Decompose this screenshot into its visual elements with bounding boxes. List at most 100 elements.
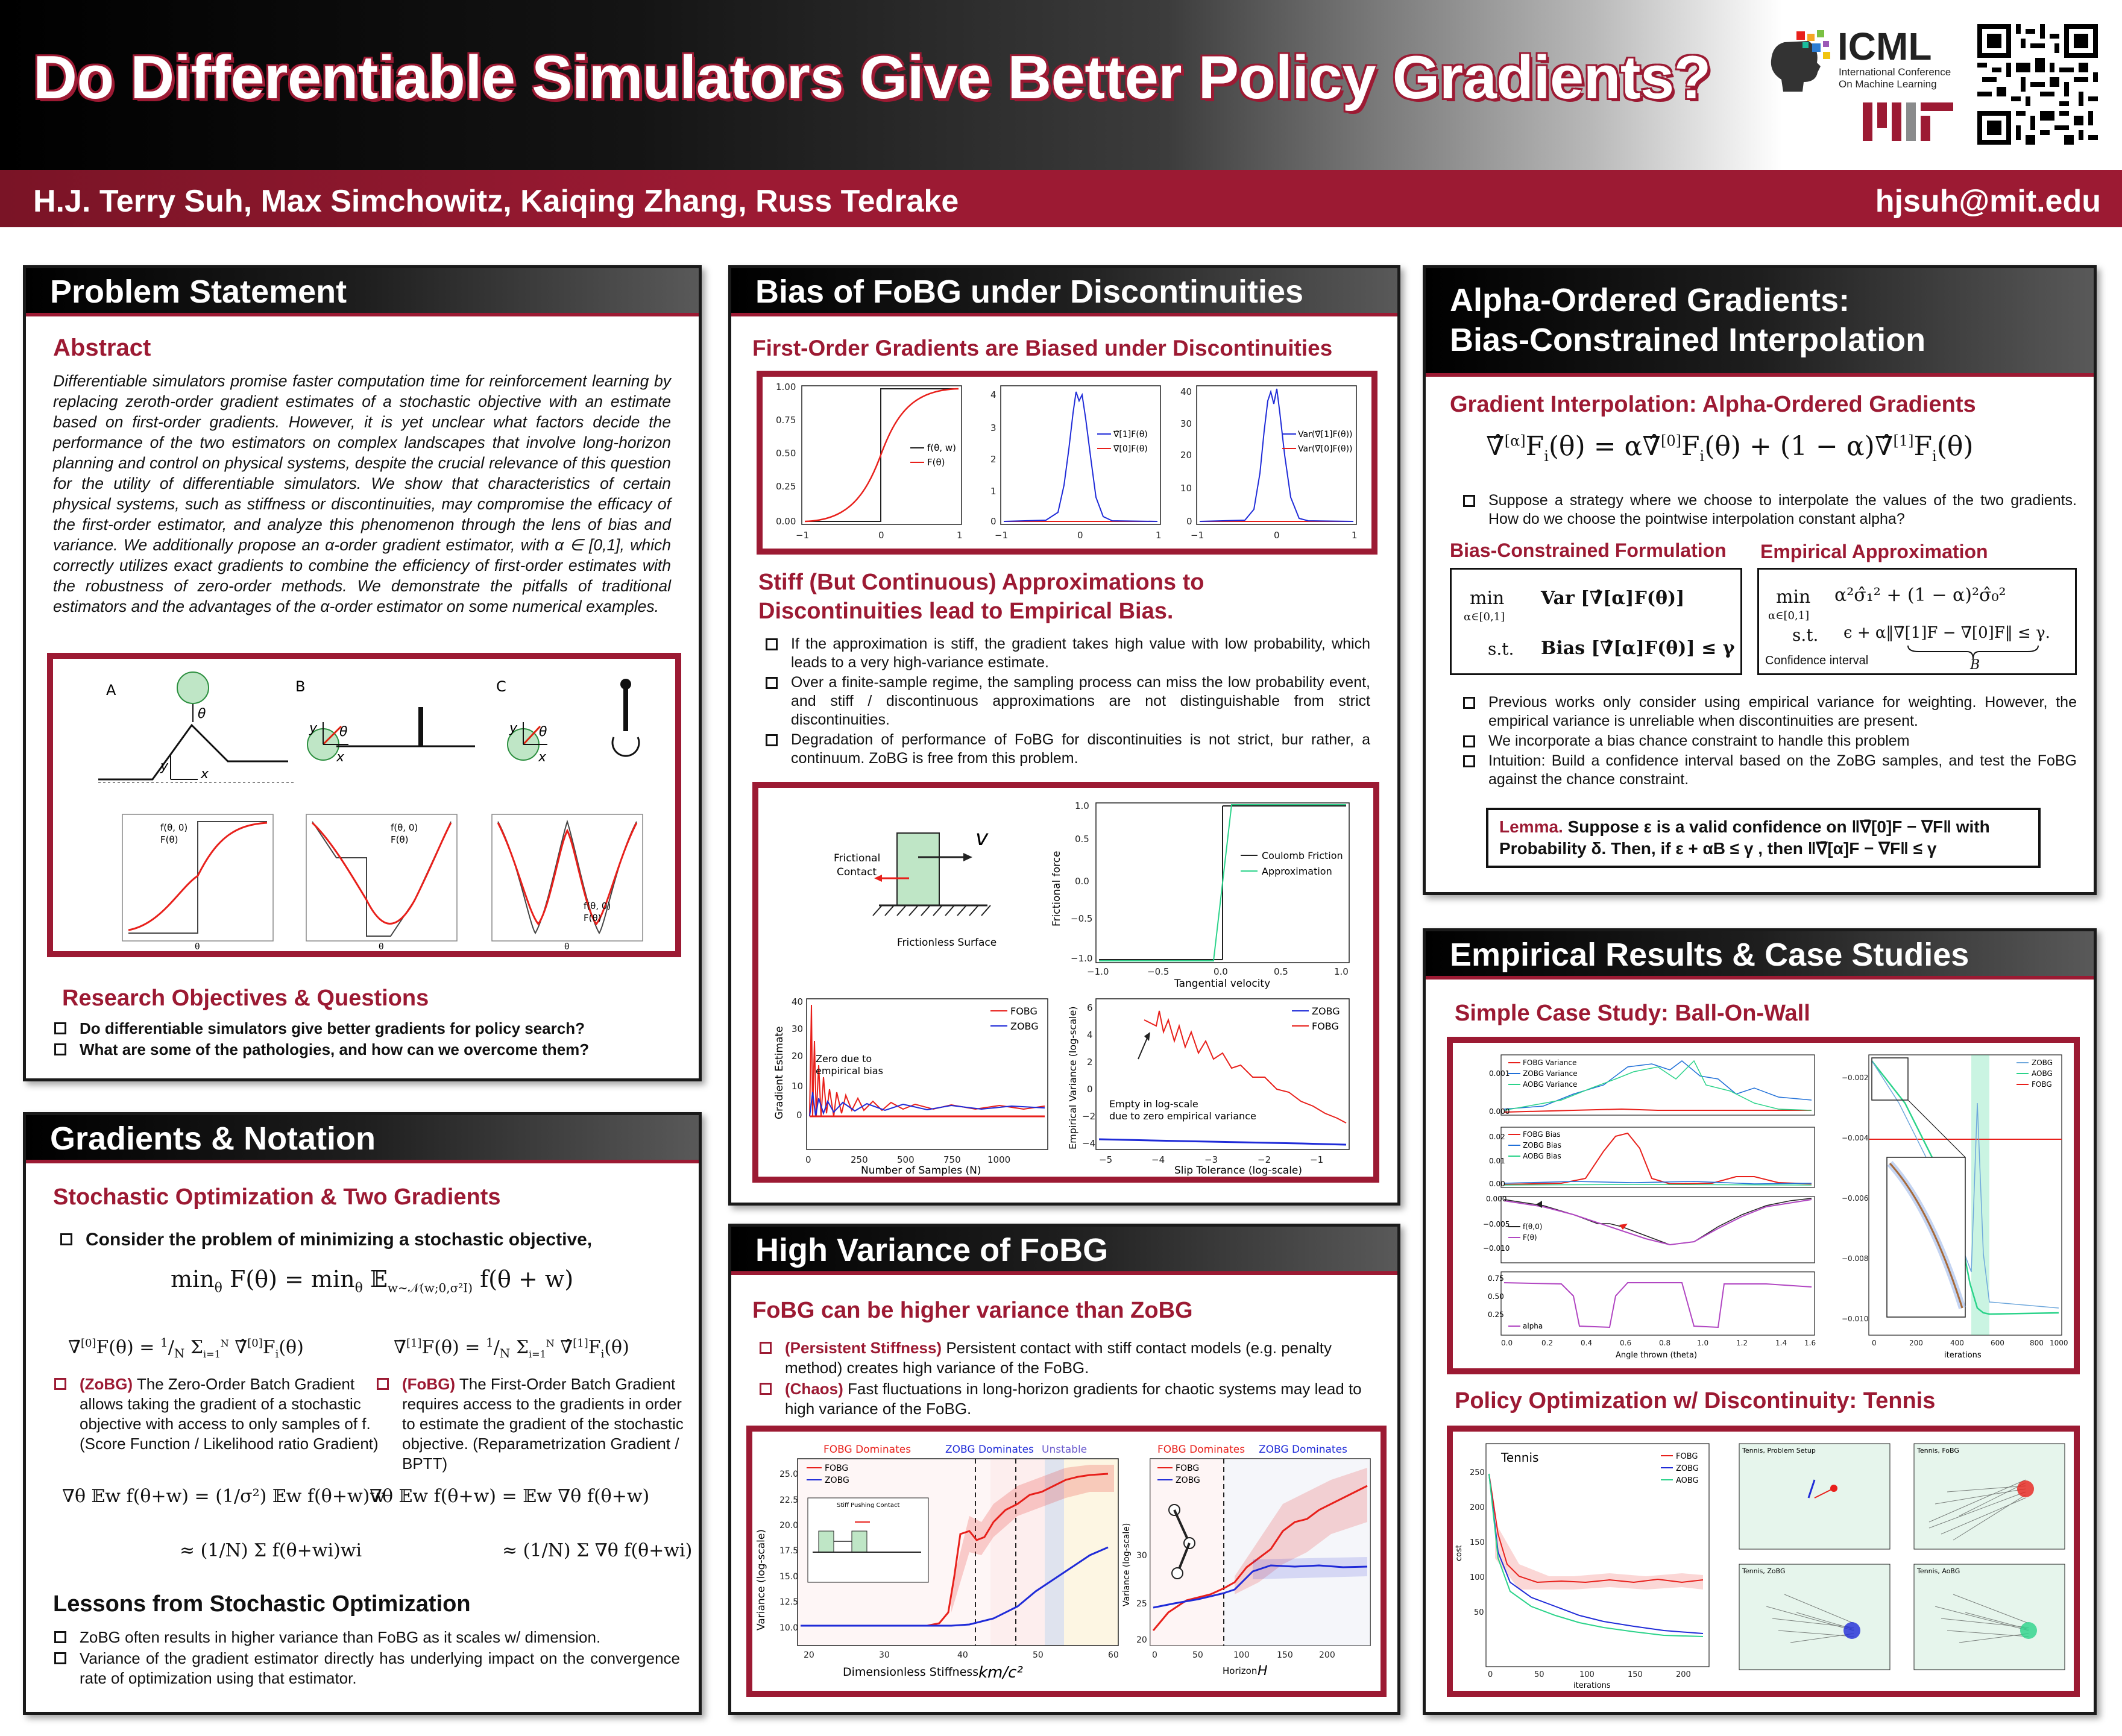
checkbox-icon bbox=[766, 734, 778, 746]
friction-label-2: Contact bbox=[837, 866, 877, 878]
fig-label-a: A bbox=[106, 682, 116, 699]
f2-obj: α²σ̂₁² + (1 − α)²σ̂₀² bbox=[1834, 585, 2006, 606]
tick: 50 bbox=[1534, 1670, 1544, 1679]
checkbox-icon bbox=[760, 1383, 772, 1395]
tick: 0 bbox=[878, 530, 884, 541]
ylabel-variance-2: Variance (log-scale) bbox=[1122, 1523, 1132, 1606]
legend-var-aobg: AOBG Variance bbox=[1523, 1080, 1577, 1089]
tick: 100 bbox=[1233, 1650, 1250, 1660]
ball-wall-heading: Simple Case Study: Ball-On-Wall bbox=[1455, 1001, 1810, 1026]
panel-problem-statement: Problem Statement Abstract Differentiabl… bbox=[23, 265, 702, 1081]
unstable-label: Unstable bbox=[1042, 1444, 1087, 1456]
variance-figure: FOBG Dominates ZOBG Dominates Unstable 2… bbox=[746, 1426, 1387, 1697]
variance-bullet: (Persistent Stiffness) Persistent contac… bbox=[758, 1338, 1379, 1378]
abstract-heading: Abstract bbox=[53, 335, 151, 361]
tick: 3 bbox=[990, 423, 996, 433]
qr-code-icon[interactable] bbox=[1977, 24, 2098, 145]
legend-zobg-2: ZOBG bbox=[1312, 1005, 1340, 1017]
checkbox-icon bbox=[54, 1022, 66, 1034]
checkbox-icon bbox=[60, 1233, 72, 1245]
tick: 0.8 bbox=[1659, 1339, 1670, 1347]
header-banner: Do Differentiable Simulators Give Better… bbox=[0, 0, 2122, 170]
alpha-bullets: Previous works only consider using empir… bbox=[1462, 693, 2077, 790]
panel-title: High Variance of FoBG bbox=[731, 1227, 1397, 1275]
tick: 1 bbox=[1156, 530, 1162, 541]
checkbox-icon bbox=[766, 638, 778, 650]
tick: −1 bbox=[796, 530, 809, 541]
legend-F: F(θ) bbox=[1523, 1233, 1537, 1242]
frictionless-label: Frictionless Surface bbox=[897, 937, 996, 949]
email[interactable]: hjsuh@mit.edu bbox=[1875, 184, 2101, 219]
tick: −2 bbox=[1258, 1154, 1271, 1165]
tick: 0.000 bbox=[1486, 1195, 1506, 1203]
xlabel-velocity: Tangential velocity bbox=[1174, 978, 1270, 990]
tick: 30 bbox=[879, 1650, 890, 1660]
tick: 60 bbox=[1108, 1650, 1119, 1660]
lessons-heading: Lessons from Stochastic Optimization bbox=[53, 1591, 471, 1617]
legend-f-c: f(θ, 0) bbox=[584, 901, 611, 911]
panel-title: Alpha-Ordered Gradients: Bias-Constraine… bbox=[1426, 268, 2094, 377]
eq-zobg: ∇̄[0]F(θ) = 1/N Σi=1N ∇̂[0]Fi(θ) bbox=[68, 1335, 304, 1360]
objective-item: Do differentiable simulators give better… bbox=[53, 1019, 680, 1039]
legend-F-a: F(θ) bbox=[160, 834, 178, 845]
tick: 2 bbox=[990, 454, 996, 465]
tick: −2 bbox=[1082, 1111, 1095, 1122]
f1-min: min bbox=[1470, 588, 1505, 609]
tick: 150 bbox=[1628, 1670, 1643, 1679]
tick: 0.50 bbox=[1488, 1292, 1504, 1301]
ylabel-cost: cost bbox=[1455, 1545, 1464, 1561]
alpha-bullet: Intuition: Build a confidence interval b… bbox=[1462, 752, 2077, 789]
tick: 0 bbox=[1152, 1650, 1157, 1660]
tick: 25.0 bbox=[779, 1470, 798, 1479]
tick: 600 bbox=[1991, 1339, 2004, 1347]
tick: 0.00 bbox=[776, 516, 796, 527]
mini-title-aobg: Tennis, AoBG bbox=[1916, 1567, 1960, 1575]
tick: 0 bbox=[805, 1154, 811, 1165]
f1-var: Var [∇̂[α]F(θ)] bbox=[1541, 588, 1685, 609]
tick: 0 bbox=[1087, 1084, 1093, 1095]
ann-zero-2: empirical bias bbox=[816, 1065, 883, 1077]
tick: 0.01 bbox=[1489, 1157, 1505, 1165]
legend-F-b: F(θ) bbox=[391, 834, 409, 845]
tick: −0.5 bbox=[1071, 913, 1092, 924]
f2-min: min bbox=[1776, 587, 1811, 608]
tick: 1 bbox=[957, 530, 963, 541]
axis-y-b: y bbox=[309, 721, 318, 736]
eq-rep-1: ∇θ 𝔼w f(θ+w) = 𝔼w ∇θ f(θ+w) bbox=[370, 1486, 650, 1507]
tick: 0 bbox=[1488, 1670, 1493, 1679]
checkbox-icon bbox=[54, 1378, 66, 1390]
tick: −0.5 bbox=[1147, 966, 1169, 977]
tick: −1 bbox=[1191, 530, 1204, 541]
friction-plots-svg: v Frictional Contact Frictionless Surfac… bbox=[773, 800, 1350, 1177]
xlabel-iterations-1: iterations bbox=[1944, 1351, 1982, 1360]
axis-y-a: y bbox=[160, 759, 169, 774]
fobg-dominates-1: FOBG Dominates bbox=[823, 1444, 911, 1456]
checkbox-icon bbox=[1463, 735, 1475, 747]
eq-rep-2: ≈ (1/N) Σ ∇θ f(θ+wi) bbox=[502, 1540, 693, 1561]
tick: 0.0 bbox=[1501, 1339, 1513, 1347]
tick: 250 bbox=[851, 1154, 868, 1165]
interp-bullet-item: Suppose a strategy where we choose to in… bbox=[1462, 491, 2077, 529]
zobg-dominates-1: ZOBG Dominates bbox=[945, 1444, 1034, 1456]
xlabel-stiffness: Dimensionless Stiffness bbox=[843, 1665, 978, 1679]
panel-title: Problem Statement bbox=[26, 268, 699, 316]
tick: 0.75 bbox=[776, 415, 796, 426]
tick: 750 bbox=[943, 1154, 961, 1165]
confidence-interval-label: Confidence interval bbox=[1765, 654, 1869, 667]
empirical-box: min α∈[0,1] α²σ̂₁² + (1 − α)²σ̂₀² s.t. ϵ… bbox=[1757, 568, 2077, 675]
legend-alpha: alpha bbox=[1523, 1322, 1543, 1330]
tick: 0 bbox=[796, 1110, 802, 1121]
tick: 0 bbox=[1872, 1339, 1877, 1347]
authors: H.J. Terry Suh, Max Simchowitz, Kaiqing … bbox=[33, 184, 959, 219]
stochastic-heading: Stochastic Optimization & Two Gradients bbox=[53, 1184, 501, 1210]
tick: 0.2 bbox=[1541, 1339, 1553, 1347]
tick: −3 bbox=[1204, 1154, 1218, 1165]
tick: 0.50 bbox=[776, 448, 796, 459]
tick: 40 bbox=[1180, 386, 1192, 397]
tick: 0 bbox=[1186, 516, 1192, 527]
tick: 0 bbox=[990, 516, 996, 527]
ann-empty-2: due to zero empirical variance bbox=[1109, 1110, 1256, 1122]
legend-c2: Var(∇̄[0]F(θ)) bbox=[1298, 444, 1353, 454]
legend-approx: Approximation bbox=[1262, 866, 1332, 877]
